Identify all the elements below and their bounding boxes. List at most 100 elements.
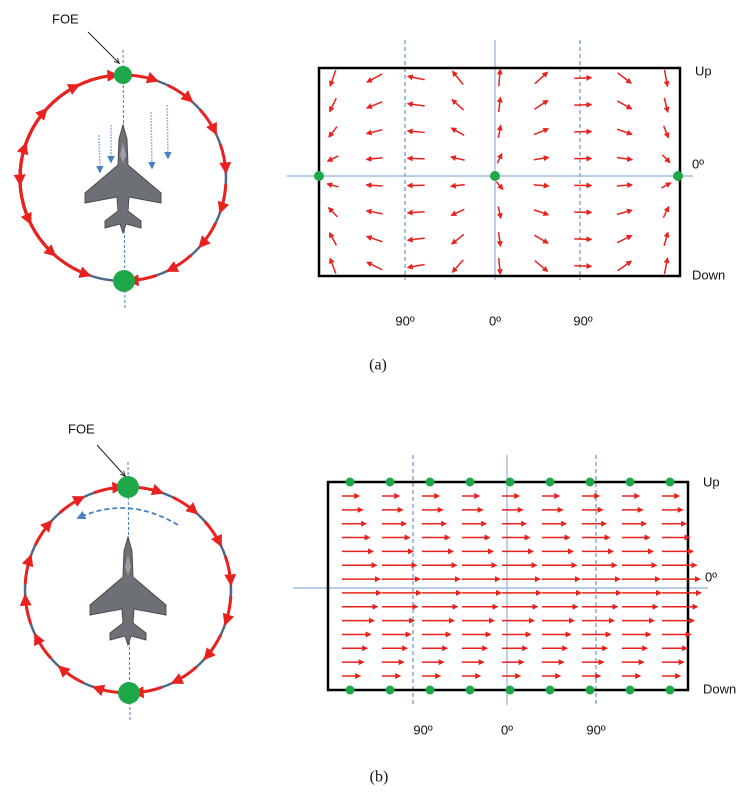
flow-vector	[664, 258, 667, 274]
figure: FOEUp0ºDown90º0º90º(a)FOEUp0ºDown90º0º90…	[0, 0, 749, 796]
flow-arrow	[129, 75, 157, 81]
flow-vector	[574, 78, 591, 79]
flow-vector	[327, 184, 338, 187]
x-label: 90º	[413, 722, 432, 737]
flow-vector	[534, 100, 547, 109]
flow-vector	[534, 235, 548, 243]
aircraft	[85, 125, 161, 233]
flow-vector	[574, 105, 591, 106]
flow-vector	[617, 158, 632, 160]
flow-arrow	[94, 687, 122, 693]
flow-vector	[330, 98, 336, 111]
aircraft	[90, 537, 166, 645]
up-label: Up	[703, 474, 720, 489]
flow-arrow	[35, 522, 51, 545]
flow-arrow	[20, 75, 117, 275]
foe-point	[666, 478, 675, 487]
flow-arrow	[205, 522, 221, 545]
x-label: 0º	[489, 313, 501, 328]
flow-vector	[451, 157, 465, 160]
up-label: Up	[695, 63, 712, 78]
motion-arrow	[99, 135, 100, 172]
x-label: 0º	[501, 722, 513, 737]
flow-vector	[367, 130, 383, 134]
flow-vector	[534, 157, 549, 159]
flow-vector	[534, 210, 548, 215]
flow-vector	[367, 158, 383, 160]
flow-vector	[408, 158, 425, 159]
foe-pointer	[88, 32, 119, 63]
foe-point	[346, 686, 355, 695]
caption: (b)	[370, 769, 389, 786]
flow-vector	[329, 208, 338, 217]
down-label: Down	[692, 267, 725, 282]
x-label: 90º	[573, 313, 592, 328]
flow-arrow	[220, 144, 226, 172]
foe-point	[426, 478, 435, 487]
flow-vector	[499, 258, 500, 274]
flow-arrow	[25, 596, 31, 624]
flow-arrow	[173, 497, 196, 513]
flow-vector	[367, 262, 382, 269]
foe-point	[586, 686, 595, 695]
foe-point	[117, 476, 139, 498]
flow-vector	[499, 70, 500, 86]
flow-vector	[408, 265, 425, 268]
flow-arrow	[35, 635, 51, 658]
flow-arrow	[225, 596, 231, 624]
foe-point	[490, 171, 500, 181]
flow-vector	[663, 207, 668, 218]
flow-arrow	[220, 184, 226, 212]
foe-point	[626, 478, 635, 487]
flow-arrow	[173, 667, 196, 683]
flow-arrow	[200, 223, 216, 246]
flow-vector	[617, 101, 631, 109]
flow-arrow	[60, 497, 83, 513]
flow-vector	[664, 232, 668, 245]
flow-arrow	[60, 667, 83, 683]
flow-vector	[499, 98, 501, 112]
flow-vector	[534, 185, 549, 186]
flow-vector	[535, 261, 548, 272]
flow-vector	[617, 210, 632, 214]
foe-point	[626, 686, 635, 695]
flow-vector	[367, 74, 382, 82]
foe-label: FOE	[68, 421, 95, 436]
flow-arrow	[20, 75, 117, 275]
flow-vector	[408, 238, 425, 240]
flow-arrow	[20, 85, 78, 255]
foe-point	[114, 66, 132, 84]
flow-vector	[367, 185, 383, 186]
motion-arrow	[167, 105, 168, 158]
flow-vector	[662, 155, 670, 163]
foe-point	[118, 682, 140, 704]
foe-point	[546, 686, 555, 695]
horizon-label: 0º	[692, 156, 704, 171]
foe-point	[466, 686, 475, 695]
flow-arrow	[200, 110, 216, 133]
flow-arrow	[20, 85, 78, 255]
flow-vector	[534, 129, 548, 135]
foe-point	[666, 686, 675, 695]
flow-vector	[617, 185, 632, 186]
flow-vector	[408, 104, 425, 106]
flow-vector	[535, 72, 547, 83]
foe-point	[506, 478, 515, 487]
flow-vector	[453, 260, 464, 272]
flow-vector	[496, 182, 503, 190]
flow-vector	[408, 131, 425, 132]
flow-vector	[665, 70, 668, 86]
flow-arrow	[168, 85, 191, 101]
flow-vector	[664, 98, 667, 112]
flow-vector	[498, 126, 500, 138]
flow-vector	[453, 71, 463, 84]
foe-point	[506, 686, 515, 695]
flow-vector	[618, 261, 632, 271]
flow-vector	[328, 156, 339, 161]
map-frame	[328, 482, 688, 690]
flow-vector	[452, 128, 465, 135]
flow-vector	[408, 212, 425, 213]
foe-point	[586, 478, 595, 487]
